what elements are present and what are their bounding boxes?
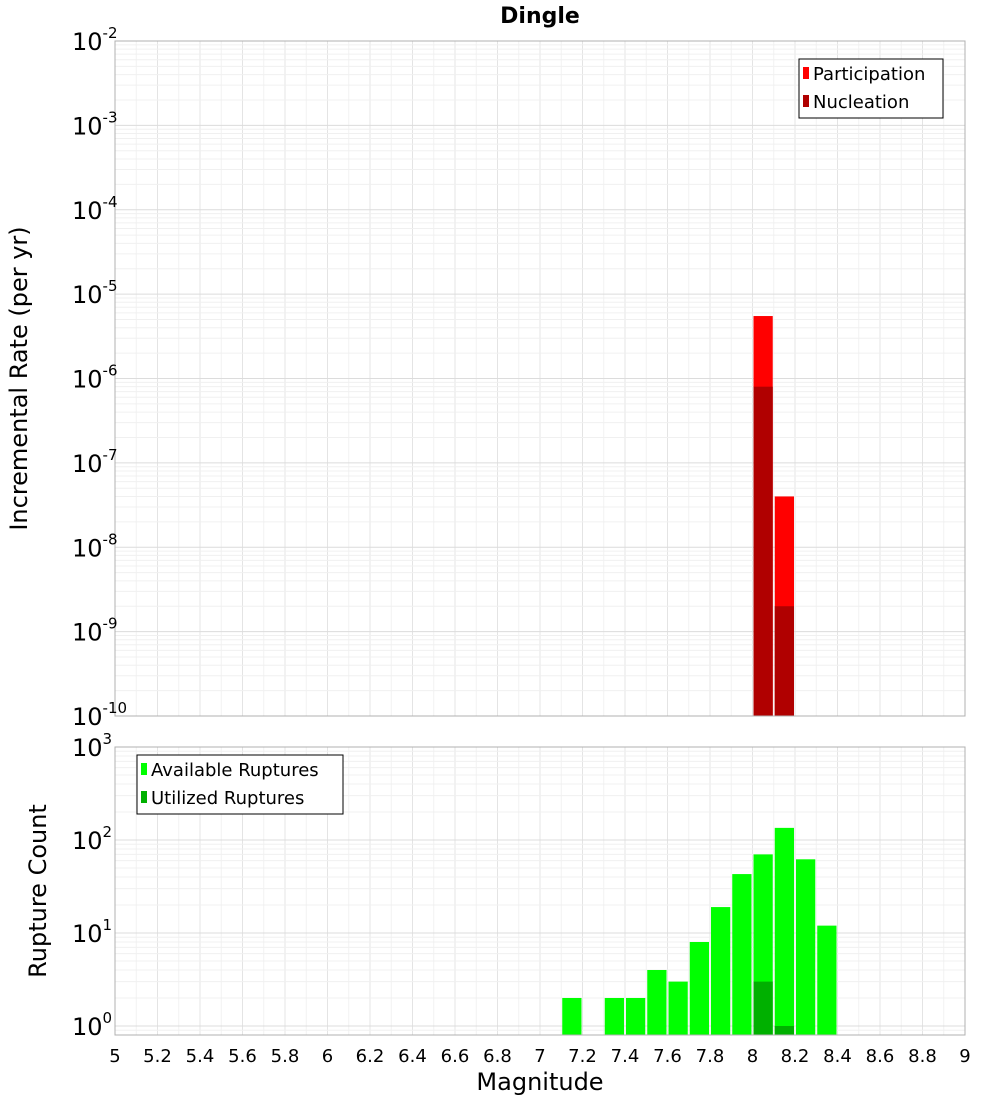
bar-available-ruptures: [647, 969, 667, 1035]
y-tick-label: 10-8: [72, 530, 118, 562]
plot-frame: [114, 40, 966, 717]
plot-frame: [114, 746, 966, 1036]
legend-box: [136, 754, 344, 815]
x-tick-label: 7.6: [653, 1046, 682, 1067]
x-tick-label: 8.6: [866, 1046, 895, 1067]
x-tick-label: 8.8: [908, 1046, 937, 1067]
legend-label: Utilized Ruptures: [151, 788, 304, 809]
x-tick-label: 8.4: [823, 1046, 852, 1067]
x-tick-label: 7: [534, 1046, 545, 1067]
y-tick-label: 10-6: [72, 362, 118, 394]
bar-available-ruptures: [604, 997, 624, 1035]
y-tick-label: 103: [72, 730, 112, 762]
x-tick-label: 7.8: [696, 1046, 725, 1067]
bar-utilized-ruptures: [774, 1025, 794, 1035]
bar-available-ruptures: [668, 981, 688, 1035]
legend-swatch: [141, 791, 147, 803]
legend: Available Ruptures Utilized Ruptures: [136, 754, 344, 815]
x-tick-label: 8: [747, 1046, 758, 1067]
bar-nucleation: [753, 386, 773, 716]
bar-available-ruptures: [689, 942, 709, 1035]
legend-swatch: [803, 67, 809, 79]
legend: Participation Nucleation: [798, 58, 944, 119]
y-axis-label: Incremental Rate (per yr): [5, 226, 33, 530]
x-tick-label: 7.4: [611, 1046, 640, 1067]
y-tick-label: 100: [72, 1009, 112, 1041]
y-tick-label: 10-4: [72, 193, 118, 225]
x-tick-label: 6.6: [441, 1046, 470, 1067]
x-axis-label: Magnitude: [476, 1068, 603, 1096]
x-tick-label: 5: [109, 1046, 120, 1067]
y-tick-label: 10-7: [72, 446, 118, 478]
x-tick-label: 6: [322, 1046, 333, 1067]
bar-available-ruptures: [626, 997, 646, 1035]
bar-utilized-ruptures: [753, 981, 773, 1035]
bar-available-ruptures: [732, 874, 752, 1035]
legend-swatch: [803, 95, 809, 107]
chart-panel-2: 100 101 102 103 Rupture Count 5 5.2 5.4 5.6 5.8 6 6…: [24, 730, 971, 1096]
x-tick-label: 6.4: [398, 1046, 427, 1067]
legend-label: Participation: [813, 64, 925, 85]
y-tick-label: 10-3: [72, 108, 118, 140]
x-tick-label: 9: [959, 1046, 970, 1067]
x-tick-label: 7.2: [568, 1046, 597, 1067]
bar-available-ruptures: [562, 997, 582, 1035]
bar-available-ruptures: [796, 859, 816, 1035]
bar-available-ruptures: [711, 907, 731, 1035]
x-tick-label: 6.2: [356, 1046, 385, 1067]
y-tick-label: 10-2: [72, 24, 118, 56]
chart-panel-1: 10-10 10-9 10-8 10-7 10-6 10-5 10-4 10-3 10-2 Inc…: [5, 4, 966, 731]
y-axis-label: Rupture Count: [24, 804, 52, 978]
x-tick-label: 6.8: [483, 1046, 512, 1067]
bar-nucleation: [774, 606, 794, 716]
x-tick-label: 8.2: [781, 1046, 810, 1067]
x-tick-label: 5.4: [186, 1046, 215, 1067]
y-tick-label: 10-10: [72, 699, 127, 731]
legend-box: [798, 58, 944, 119]
legend-swatch: [141, 763, 147, 775]
legend-label: Nucleation: [813, 92, 909, 113]
y-tick-label: 10-9: [72, 615, 118, 647]
y-tick-label: 10-5: [72, 277, 118, 309]
bar-available-ruptures: [774, 827, 794, 1035]
chart-title: Dingle: [500, 4, 580, 29]
x-tick-label: 5.8: [271, 1046, 300, 1067]
x-tick-label: 5.2: [143, 1046, 172, 1067]
y-tick-label: 102: [72, 823, 112, 855]
x-tick-label: 5.6: [228, 1046, 257, 1067]
legend-label: Available Ruptures: [151, 760, 319, 781]
y-tick-label: 101: [72, 916, 112, 948]
bar-available-ruptures: [817, 925, 837, 1035]
